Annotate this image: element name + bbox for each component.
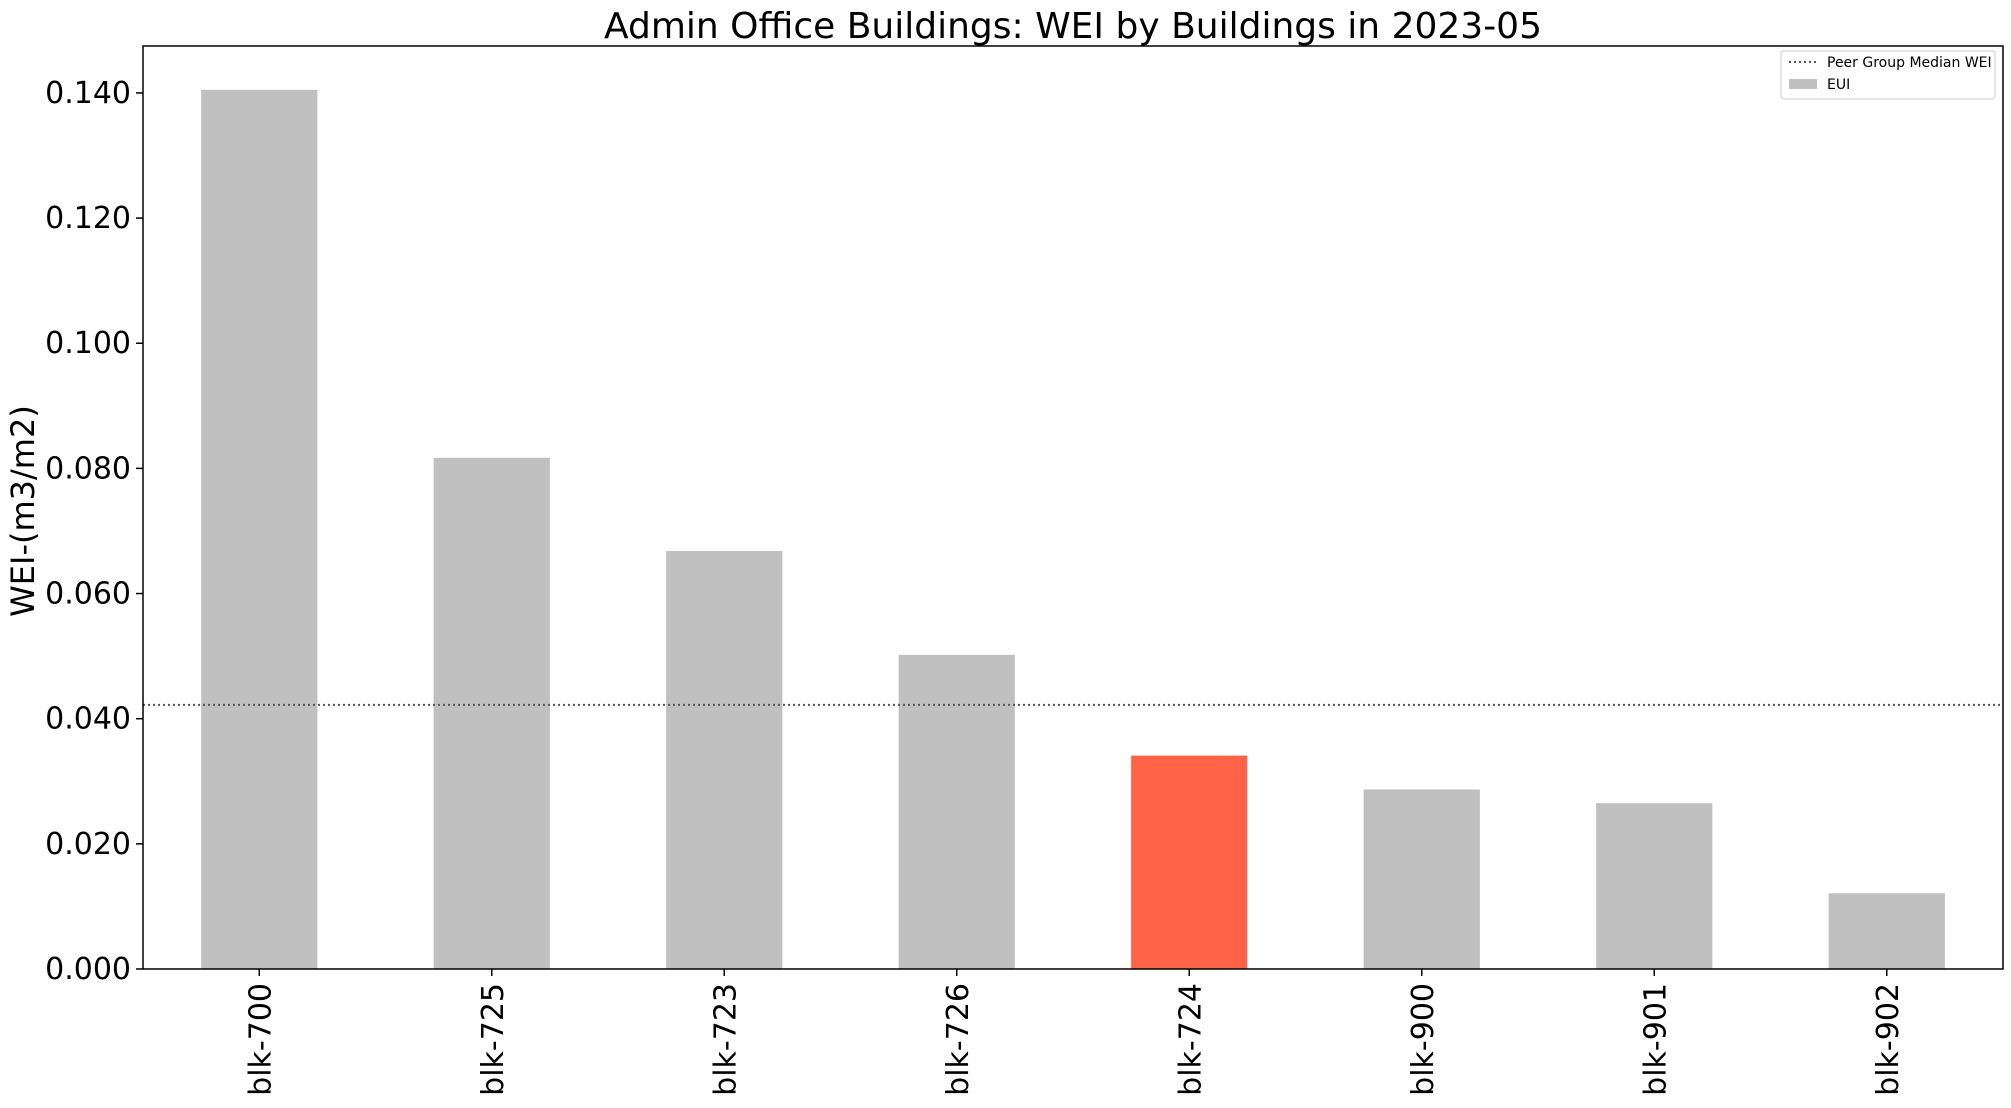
bar-blk-724 — [1131, 755, 1248, 969]
legend-eui-swatch — [1789, 79, 1817, 89]
y-axis-ticks: 0.000 0.020 0.040 0.060 0.080 0.100 0.120 0.140 — [45, 76, 143, 987]
y-tick-label: 0.140 — [45, 76, 131, 111]
plot-area-frame — [142, 45, 2004, 970]
y-tick-label: 0.040 — [45, 702, 131, 737]
chart-title: Admin Office Buildings: WEI by Buildings… — [604, 6, 1542, 47]
bar-blk-900 — [1363, 789, 1480, 969]
y-tick-label: 0.020 — [45, 827, 131, 862]
x-tick-label: blk-901 — [1638, 983, 1673, 1096]
y-tick-label: 0.100 — [45, 326, 131, 361]
bar-blk-902 — [1828, 893, 1945, 969]
x-tick-label: blk-726 — [941, 983, 976, 1096]
x-tick-label: blk-700 — [243, 983, 278, 1096]
legend-median-label: Peer Group Median WEI — [1827, 55, 1992, 71]
bar-blk-700 — [201, 89, 318, 969]
x-axis-ticks: blk-700 blk-725 blk-723 blk-726 blk-724 blk-9… — [243, 969, 1906, 1096]
x-tick-label: blk-724 — [1173, 983, 1208, 1096]
x-tick-label: blk-900 — [1406, 983, 1441, 1096]
bar-blk-901 — [1596, 803, 1713, 969]
bars-layer — [201, 89, 1945, 969]
y-axis-label: WEI-(m3/m2) — [4, 405, 42, 617]
x-tick-label: blk-723 — [708, 983, 743, 1096]
x-tick-label: blk-902 — [1871, 983, 1906, 1096]
y-tick-label: 0.000 — [45, 952, 131, 987]
bar-blk-723 — [666, 550, 783, 969]
bar-blk-725 — [433, 457, 550, 969]
y-tick-label: 0.120 — [45, 201, 131, 236]
bar-blk-726 — [898, 654, 1015, 969]
y-tick-label: 0.080 — [45, 451, 131, 486]
y-tick-label: 0.060 — [45, 577, 131, 612]
x-tick-label: blk-725 — [476, 983, 511, 1096]
legend-eui-label: EUI — [1827, 77, 1850, 93]
legend-frame — [1780, 50, 1996, 100]
legend: Peer Group Median WEI EUI — [1780, 50, 1996, 100]
